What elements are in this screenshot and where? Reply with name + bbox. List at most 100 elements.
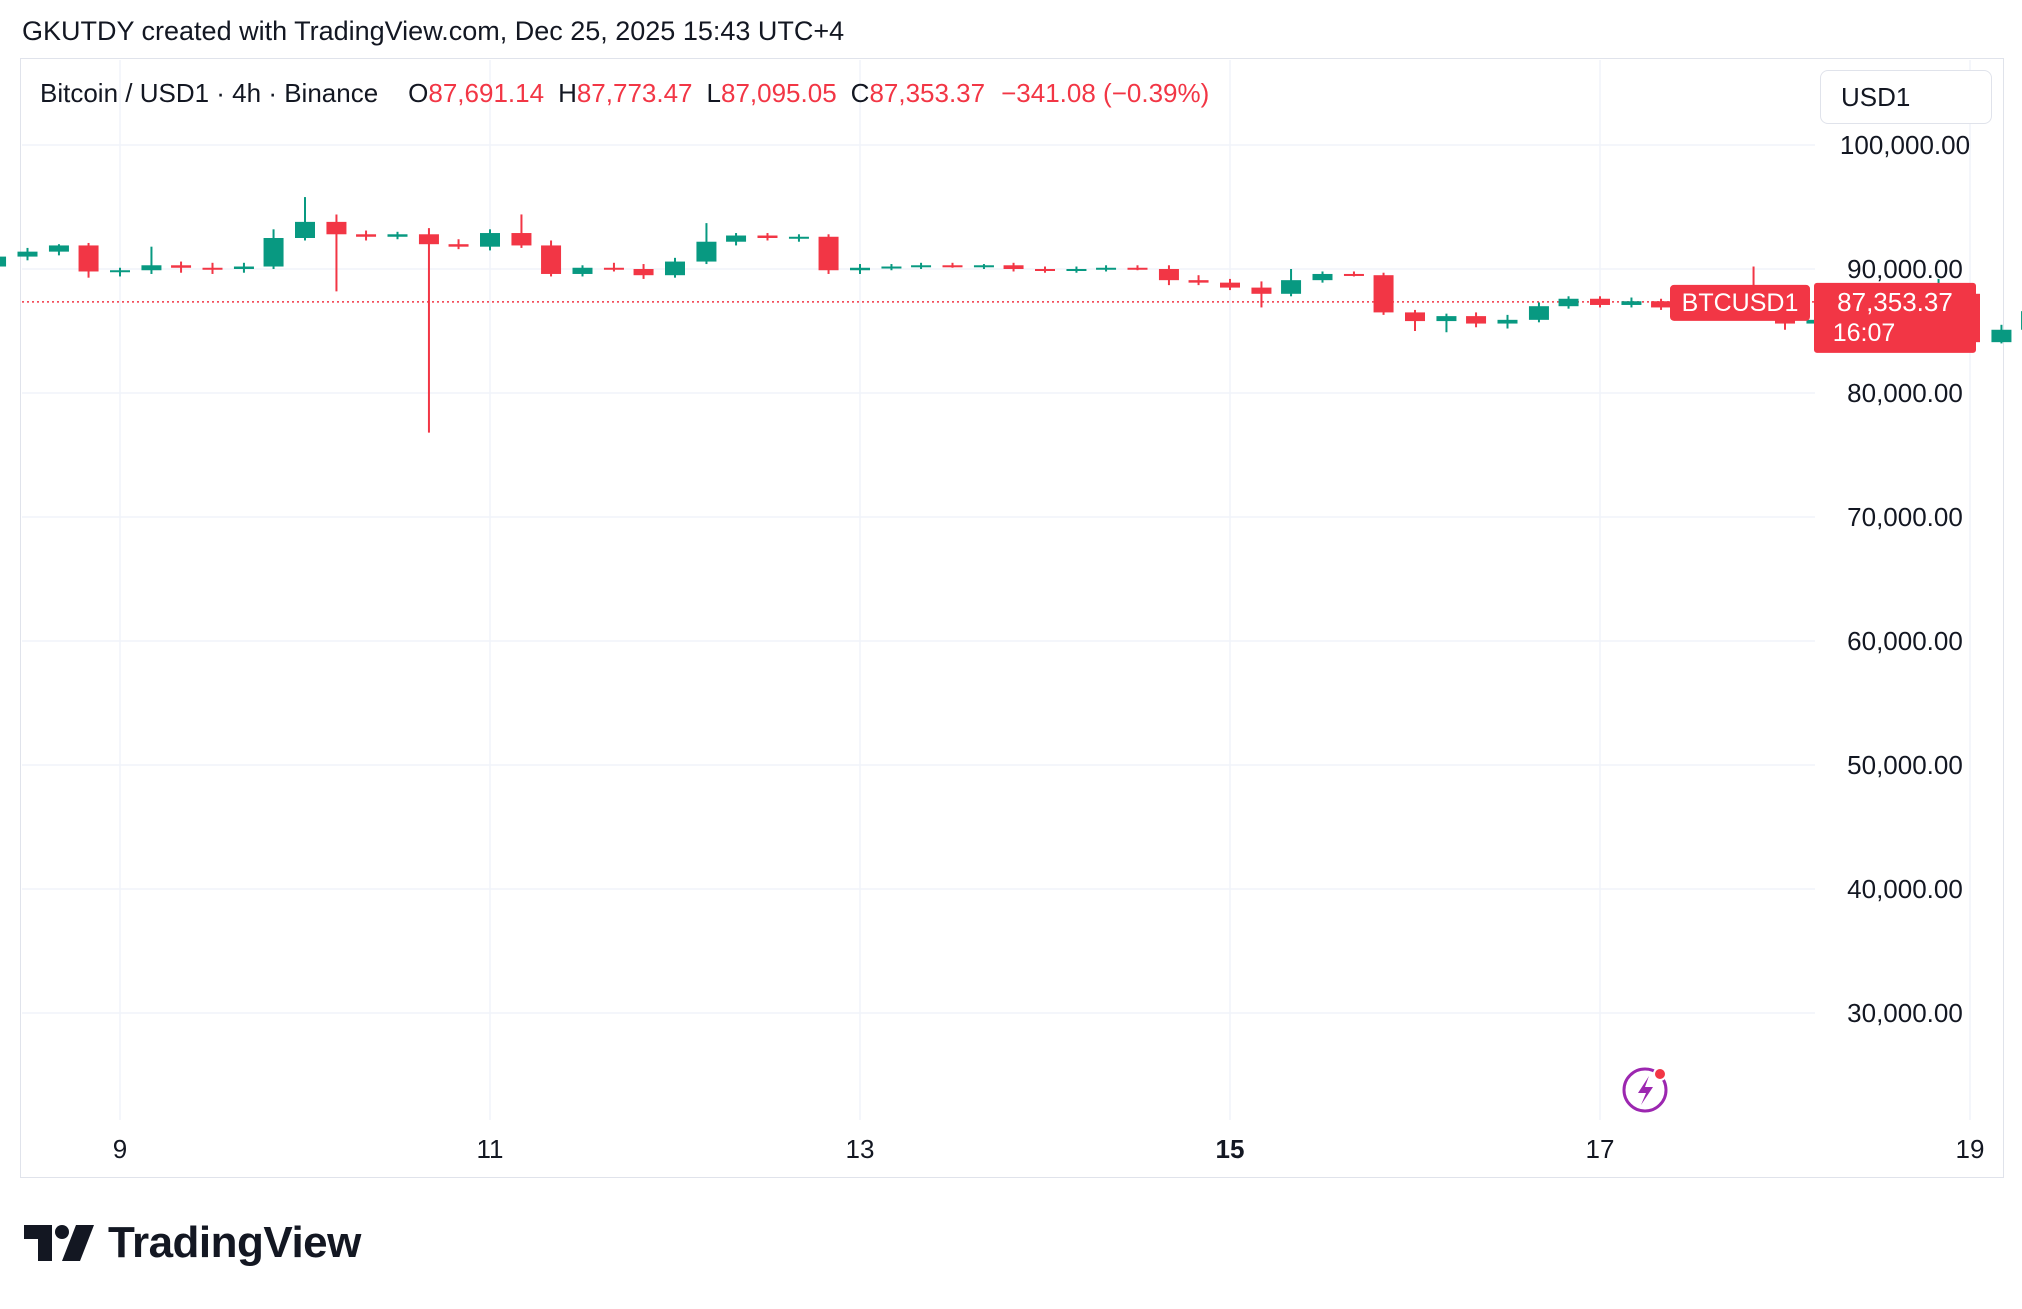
candle-body (480, 233, 500, 247)
candle (418, 228, 439, 433)
candle (17, 247, 38, 261)
candle-body (17, 251, 38, 257)
candle (171, 261, 192, 273)
candle (1158, 265, 1179, 286)
candle-body (1497, 319, 1518, 324)
candle-body (603, 267, 624, 270)
candle-body (911, 265, 932, 268)
candle-body (850, 267, 870, 271)
candle-body (418, 234, 439, 245)
candle-body (1312, 273, 1333, 281)
candle (973, 264, 994, 269)
candle (726, 233, 747, 246)
candle (48, 244, 69, 256)
candle (1466, 312, 1487, 328)
candle-body (1466, 316, 1487, 324)
candle-body (1651, 301, 1672, 308)
candle-body (202, 267, 223, 270)
candle (1436, 313, 1457, 333)
grid-lines (22, 60, 1971, 1120)
x-tick-label: 9 (113, 1134, 127, 1164)
candle-body (942, 265, 963, 268)
candle (1497, 314, 1518, 329)
y-tick-label: 60,000.00 (1847, 626, 1963, 656)
candle-body (818, 236, 839, 271)
candle-body (233, 266, 254, 269)
candle (1651, 298, 1672, 310)
candle (1003, 262, 1024, 272)
candle (1528, 302, 1549, 323)
candle-body (1251, 287, 1272, 294)
candle (850, 264, 870, 274)
candle (1590, 296, 1610, 308)
candle-body (263, 238, 284, 267)
symbol-tag-background (1670, 284, 1810, 321)
candle-body (141, 265, 162, 271)
candle (1188, 275, 1209, 286)
candle (1312, 271, 1333, 283)
candle (141, 246, 162, 274)
candle-body (48, 245, 69, 252)
candle-body (881, 266, 902, 269)
y-tick-label: 80,000.00 (1847, 378, 1963, 408)
candle (603, 262, 624, 272)
price-tag-countdown: 16:07 (1833, 319, 1896, 347)
open-value: 87,691.14 (428, 78, 545, 108)
candle (448, 239, 469, 250)
candle-body (1066, 269, 1087, 271)
candle-body (295, 221, 315, 238)
currency-button[interactable]: USD1 (1820, 70, 1992, 124)
candle-body (572, 267, 593, 274)
candle (1127, 265, 1148, 271)
candle (881, 264, 902, 271)
candle-body (1035, 269, 1055, 271)
price-tag-price: 87,353.37 (1837, 287, 1953, 317)
candle-body (1590, 298, 1610, 305)
candle-body (1096, 267, 1117, 270)
candle-body (726, 235, 747, 242)
candle (942, 262, 963, 268)
candle (1373, 272, 1394, 315)
x-axis: 9111315171921232527 (113, 1134, 1985, 1164)
candle (78, 242, 99, 278)
candle (541, 240, 562, 277)
candle (1991, 324, 2012, 344)
y-tick-label: 40,000.00 (1847, 874, 1963, 904)
candle-body (1558, 298, 1579, 307)
candle-body (1991, 329, 2012, 343)
replay-lightning-icon[interactable] (1622, 1067, 1668, 1113)
symbol-tag-label: BTCUSD1 (1682, 289, 1799, 317)
candle-body (1188, 280, 1209, 283)
candle (1343, 271, 1364, 277)
price-tag-background (1814, 282, 1976, 353)
candle (818, 234, 839, 274)
tradingview-logo: TradingView (24, 1218, 361, 1268)
x-tick-label: 15 (1216, 1134, 1245, 1164)
candle (788, 234, 809, 242)
candle (233, 262, 254, 273)
candle-body (1373, 275, 1394, 313)
candle-body (110, 270, 130, 273)
y-tick-label: 30,000.00 (1847, 998, 1963, 1028)
symbol-title[interactable]: Bitcoin / USD1 · 4h · Binance (40, 78, 379, 108)
y-tick-label: 90,000.00 (1847, 254, 1963, 284)
candle (1558, 296, 1579, 309)
y-axis: 100,000.00 90,000.00 80,000.00 70,000.00 60,… (1840, 130, 1970, 1028)
candle (387, 231, 408, 240)
candle-body (1281, 280, 1302, 294)
candle-body (0, 256, 7, 267)
candle (757, 233, 778, 241)
candle (356, 230, 377, 241)
candle (696, 223, 717, 265)
high-label: H (558, 78, 577, 108)
candle (263, 229, 284, 269)
candles (0, 197, 2022, 433)
candle-body (1343, 273, 1364, 276)
candle (110, 267, 130, 277)
candle-body (788, 236, 809, 239)
candle (1066, 266, 1087, 273)
candle (202, 262, 223, 274)
y-tick-label: 50,000.00 (1847, 750, 1963, 780)
candle (572, 265, 593, 277)
